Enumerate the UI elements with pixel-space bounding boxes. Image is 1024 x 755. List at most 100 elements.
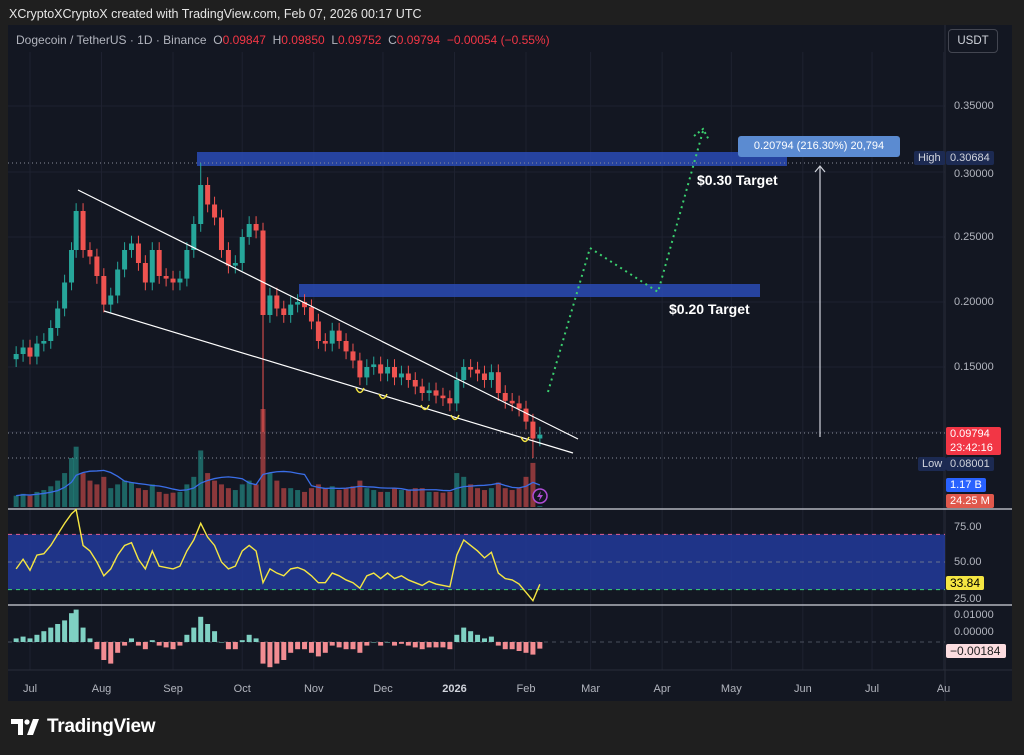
volume-bar bbox=[274, 480, 280, 507]
candle-body bbox=[94, 256, 100, 276]
macd-histogram-bar bbox=[73, 609, 79, 642]
candle-body bbox=[122, 250, 128, 270]
rsi-value-tag: 33.84 bbox=[946, 576, 985, 590]
volume-bar bbox=[198, 450, 204, 507]
currency-button[interactable]: USDT bbox=[948, 29, 998, 53]
time-tick: Au bbox=[936, 683, 951, 695]
chart-canvas[interactable] bbox=[8, 25, 1012, 701]
candle-body bbox=[468, 367, 474, 370]
candle-body bbox=[440, 395, 446, 399]
volume-bar bbox=[101, 476, 107, 507]
macd-histogram-bar bbox=[378, 642, 384, 646]
tradingview-logo[interactable]: TradingView bbox=[11, 716, 156, 738]
macd-tick: 0.00000 bbox=[954, 626, 994, 638]
candle-body bbox=[232, 263, 238, 266]
measure-label[interactable]: 0.20794 (216.30%) 20,794 bbox=[738, 136, 900, 157]
macd-histogram-bar bbox=[80, 627, 86, 642]
time-tick: Apr bbox=[653, 683, 671, 695]
macd-histogram-bar bbox=[516, 642, 522, 651]
price-tick: 0.35000 bbox=[954, 100, 994, 112]
time-tick: Jul bbox=[865, 683, 880, 695]
candle-body bbox=[398, 373, 404, 378]
time-tick: Nov bbox=[303, 683, 324, 695]
volume-bar bbox=[288, 488, 294, 507]
candle-body bbox=[495, 372, 501, 393]
volume-bar bbox=[392, 488, 398, 507]
macd-histogram-bar bbox=[371, 642, 377, 643]
candle-body bbox=[115, 269, 121, 296]
volume-bar bbox=[212, 480, 218, 507]
volume-bar bbox=[246, 480, 252, 507]
volume-bar bbox=[142, 490, 148, 507]
candle-body bbox=[378, 364, 384, 374]
macd-histogram-bar bbox=[253, 638, 259, 642]
low-label: L bbox=[331, 33, 339, 47]
volume-bar bbox=[378, 491, 384, 507]
price-tick: 0.30000 bbox=[954, 168, 994, 180]
candle-body bbox=[315, 321, 321, 341]
candle-body bbox=[426, 390, 432, 393]
candle-body bbox=[48, 328, 54, 341]
macd-histogram-bar bbox=[336, 642, 342, 648]
bar-countdown: 23:42:16 bbox=[950, 442, 993, 454]
time-tick: 2026 bbox=[442, 683, 467, 695]
volume-bar bbox=[163, 493, 169, 507]
chart-credit: XCryptoXCryptoX created with TradingView… bbox=[9, 7, 422, 21]
macd-histogram-bar bbox=[41, 631, 47, 642]
target-020-label[interactable]: $0.20 Target bbox=[669, 301, 750, 317]
volume-bar bbox=[454, 473, 460, 507]
volume-bar bbox=[537, 506, 543, 507]
volume-bar bbox=[20, 493, 26, 507]
open-value: 0.09847 bbox=[222, 33, 266, 47]
volume-bar bbox=[495, 482, 501, 507]
target-030-label[interactable]: $0.30 Target bbox=[697, 172, 778, 188]
candle-body bbox=[461, 367, 467, 380]
high-tag-label: High bbox=[914, 151, 945, 165]
candle-body bbox=[149, 250, 155, 283]
chart-area[interactable] bbox=[8, 25, 1012, 701]
candle-body bbox=[385, 367, 391, 374]
volume-bar bbox=[260, 409, 266, 507]
macd-histogram-bar bbox=[62, 620, 68, 642]
volume-bar bbox=[426, 491, 432, 507]
volume-bar bbox=[149, 484, 155, 507]
candle-body bbox=[343, 341, 349, 352]
volume-bar bbox=[55, 480, 61, 507]
volume-bar bbox=[468, 484, 474, 507]
macd-histogram-bar bbox=[509, 642, 515, 650]
macd-histogram-bar bbox=[191, 627, 197, 642]
close-label: C bbox=[388, 33, 397, 47]
macd-histogram-bar bbox=[274, 642, 280, 664]
high-label: H bbox=[272, 33, 282, 47]
time-tick: Aug bbox=[91, 683, 112, 695]
macd-histogram-bar bbox=[433, 642, 439, 648]
macd-histogram-bar bbox=[48, 627, 54, 642]
volume-bar bbox=[419, 488, 425, 507]
macd-histogram-bar bbox=[108, 642, 114, 664]
candle-body bbox=[69, 250, 75, 283]
candle-body bbox=[433, 390, 439, 396]
last-price-tag: 0.09794 23:42:16 bbox=[946, 427, 1001, 455]
candle-body bbox=[55, 308, 61, 328]
macd-histogram-bar bbox=[135, 642, 141, 646]
open-label: O bbox=[213, 33, 223, 47]
candle-body bbox=[516, 403, 522, 409]
macd-histogram-bar bbox=[267, 642, 273, 668]
candle-body bbox=[509, 400, 515, 404]
candle-body bbox=[73, 211, 79, 250]
time-tick: Feb bbox=[516, 683, 536, 695]
volume-bar bbox=[122, 480, 128, 507]
high-value: 0.09850 bbox=[281, 33, 325, 47]
symbol-name[interactable]: Dogecoin / TetherUS · 1D · Binance bbox=[16, 33, 207, 47]
low-value: 0.09752 bbox=[338, 33, 382, 47]
volume-bar bbox=[364, 488, 370, 507]
candle-body bbox=[184, 250, 190, 279]
volume-bar bbox=[322, 488, 328, 507]
candle-body bbox=[308, 307, 314, 322]
macd-histogram-bar bbox=[149, 640, 155, 642]
volume-bar bbox=[232, 490, 238, 507]
candle-body bbox=[267, 295, 273, 315]
candle-body bbox=[170, 278, 176, 283]
macd-value-tag: −0.00184 bbox=[946, 644, 1007, 658]
candle-body bbox=[246, 224, 252, 237]
